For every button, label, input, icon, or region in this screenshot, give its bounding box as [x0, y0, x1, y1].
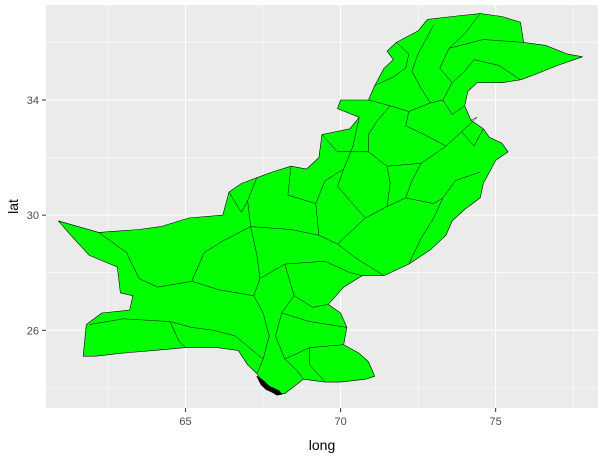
region-border — [337, 169, 366, 219]
region-border — [89, 318, 264, 360]
region-border — [461, 128, 484, 147]
region-border — [228, 191, 248, 213]
region-border — [442, 99, 465, 115]
region-border — [315, 117, 360, 236]
region-border — [281, 312, 347, 328]
region-border — [98, 232, 254, 296]
region-border — [259, 260, 363, 279]
region-border — [408, 171, 481, 265]
region-border — [386, 166, 391, 207]
y-tick-label: 26 — [27, 325, 39, 337]
map-layer — [58, 13, 583, 396]
region-border — [169, 321, 186, 348]
region-border — [368, 105, 391, 152]
x-axis-title: long — [309, 437, 335, 453]
region-border — [411, 24, 434, 104]
region-border — [250, 226, 385, 276]
axes: 65 70 75 26 30 34 — [27, 95, 502, 428]
region-border — [247, 177, 270, 374]
region-border — [191, 226, 251, 282]
region-border — [374, 42, 410, 86]
region-border — [293, 295, 329, 308]
region-border — [449, 39, 524, 49]
region-border — [368, 59, 521, 112]
region-border — [309, 347, 326, 383]
y-tick-label: 30 — [27, 210, 39, 222]
x-tick-label: 75 — [490, 416, 502, 428]
region-border — [405, 163, 422, 198]
x-tick-label: 70 — [334, 416, 346, 428]
x-tick-label: 65 — [179, 416, 191, 428]
y-axis-title: lat — [5, 199, 21, 214]
indus-delta-coastline — [256, 375, 283, 396]
region-border — [405, 111, 447, 147]
y-tick-label: 34 — [27, 95, 39, 107]
region-border — [337, 197, 444, 245]
region-border — [287, 166, 316, 204]
country-polygon — [58, 13, 583, 394]
